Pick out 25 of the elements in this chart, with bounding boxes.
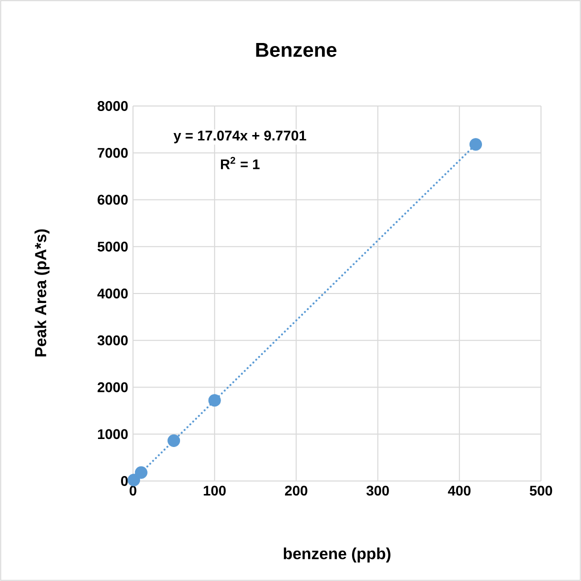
x-tick-label: 0 (130, 486, 136, 496)
y-tick-label: 8000 (98, 101, 128, 111)
x-tick-label: 300 (366, 486, 389, 496)
x-axis-title: benzene (ppb) (284, 548, 390, 562)
x-tick-label: 200 (285, 486, 308, 496)
point (208, 394, 221, 407)
x-tick-label: 400 (448, 486, 471, 496)
x-tick-label: 100 (204, 486, 226, 496)
y-tick-label: 6000 (98, 194, 128, 205)
y-tick-label: 3000 (97, 335, 128, 346)
point (168, 434, 180, 447)
y-tick-label: 1000 (98, 429, 128, 440)
y-tick-label: 2000 (98, 382, 128, 392)
point (469, 138, 482, 151)
annotation: y = 17.074x + 9.7701 (174, 130, 306, 144)
chart-title: Benzene (256, 43, 336, 57)
y-tick-label: 5000 (98, 242, 128, 252)
y-tick-label: 7000 (98, 148, 128, 158)
point (128, 474, 140, 486)
x-tick-label: 500 (530, 486, 552, 496)
point (134, 466, 148, 479)
y-axis-title: Peak Area (pA*s) (34, 229, 50, 356)
y-tick-label: 0 (121, 476, 128, 486)
annotation: R$^{2}$ = 1 (220, 156, 260, 170)
y-tick-label: 4000 (97, 288, 128, 298)
